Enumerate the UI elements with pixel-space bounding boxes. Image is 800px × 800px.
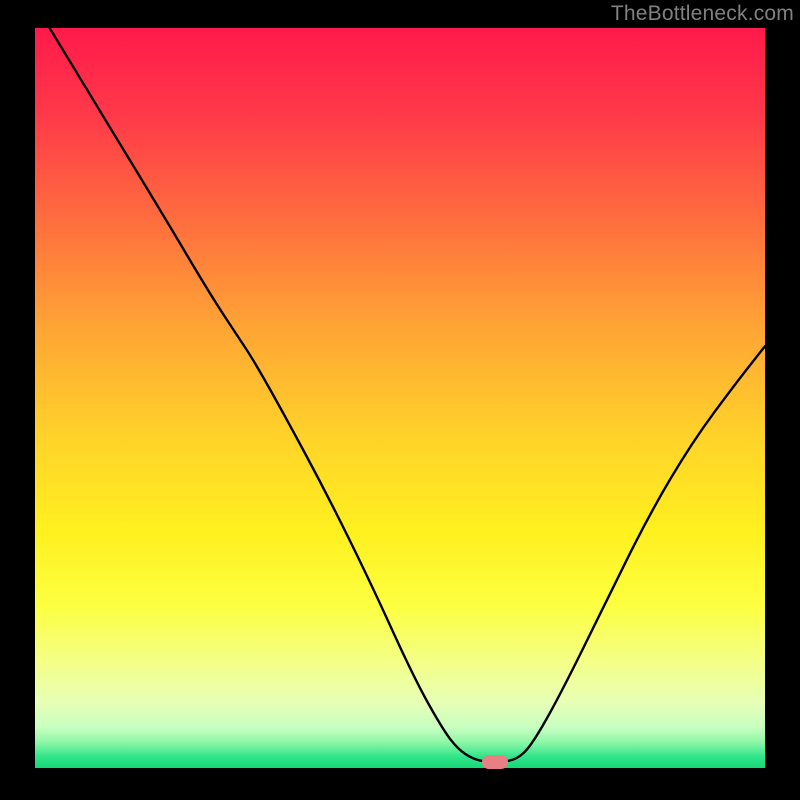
chart-frame: TheBottleneck.com [0, 0, 800, 800]
bottleneck-curve-layer [35, 28, 765, 768]
optimal-point-marker [482, 755, 508, 769]
watermark-text: TheBottleneck.com [611, 0, 800, 26]
plot-area [35, 28, 765, 768]
bottleneck-curve [50, 28, 765, 762]
